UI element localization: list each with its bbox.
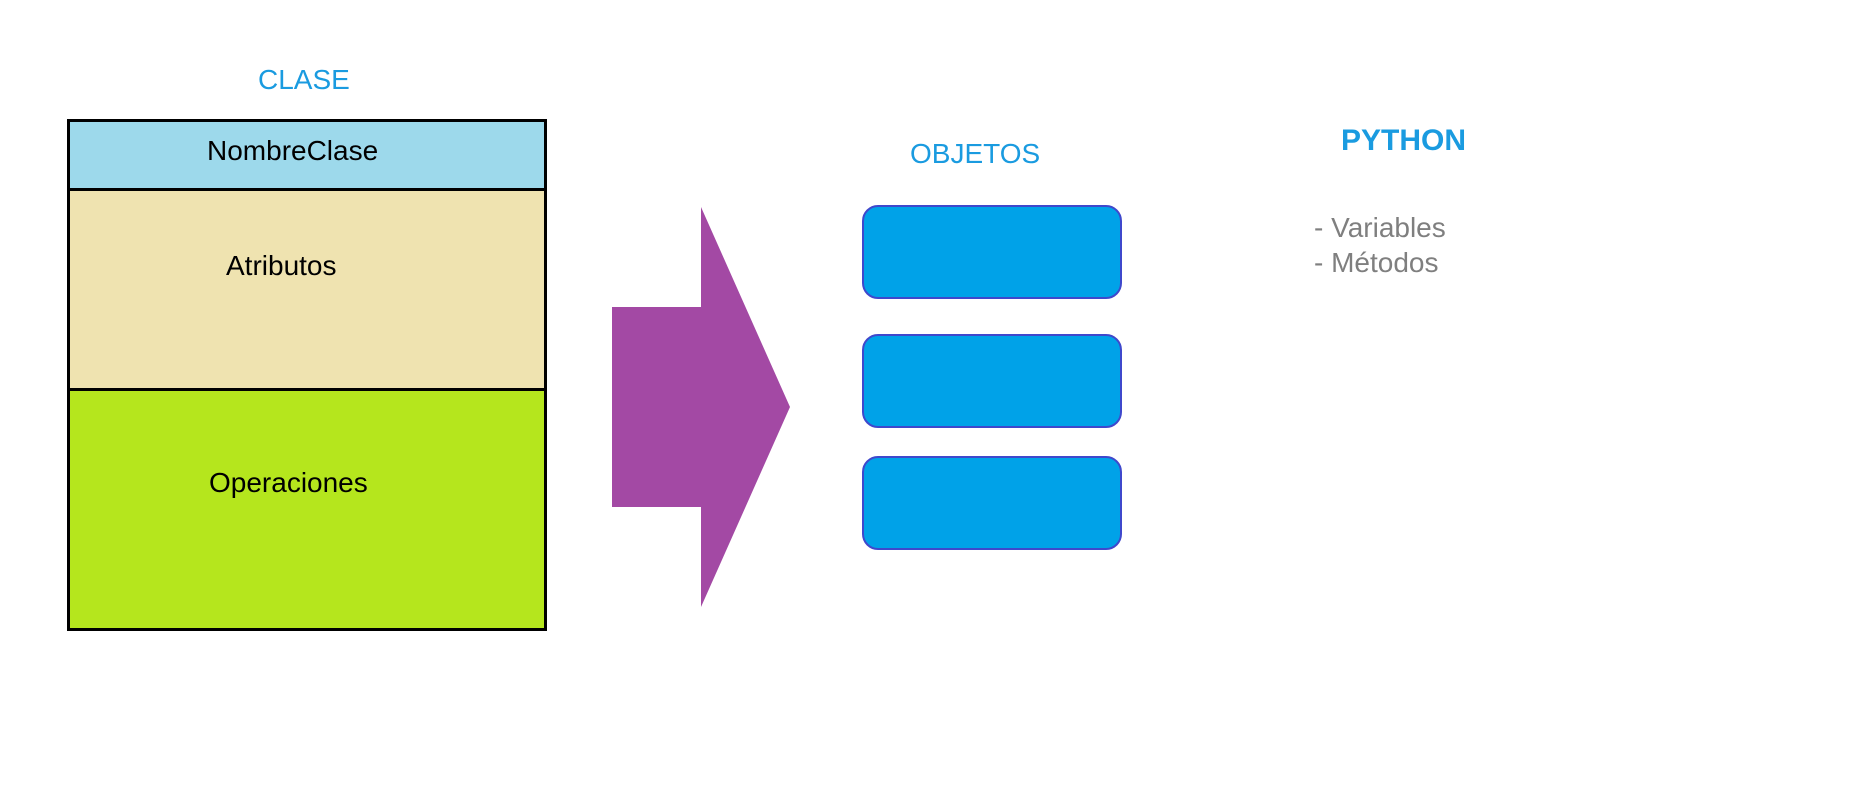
class-attributes-label: Atributos	[226, 250, 337, 281]
class-name-section: NombreClase	[70, 122, 544, 191]
right-arrow-icon	[612, 207, 790, 607]
object-box-3	[862, 456, 1122, 550]
python-item-metodos: - Métodos	[1314, 247, 1439, 278]
object-box-1	[862, 205, 1122, 299]
arrow-shape	[612, 207, 790, 607]
python-item-variables: - Variables	[1314, 212, 1446, 243]
clase-title: CLASE	[258, 64, 350, 95]
class-operations-section: Operaciones	[70, 391, 544, 628]
class-attributes-section: Atributos	[70, 191, 544, 391]
class-diagram-box: NombreClase Atributos Operaciones	[67, 119, 547, 631]
class-name-label: NombreClase	[207, 135, 379, 166]
class-operations-label: Operaciones	[209, 467, 368, 498]
object-box-2	[862, 334, 1122, 428]
objetos-title: OBJETOS	[910, 138, 1041, 169]
python-title: PYTHON	[1341, 124, 1467, 157]
